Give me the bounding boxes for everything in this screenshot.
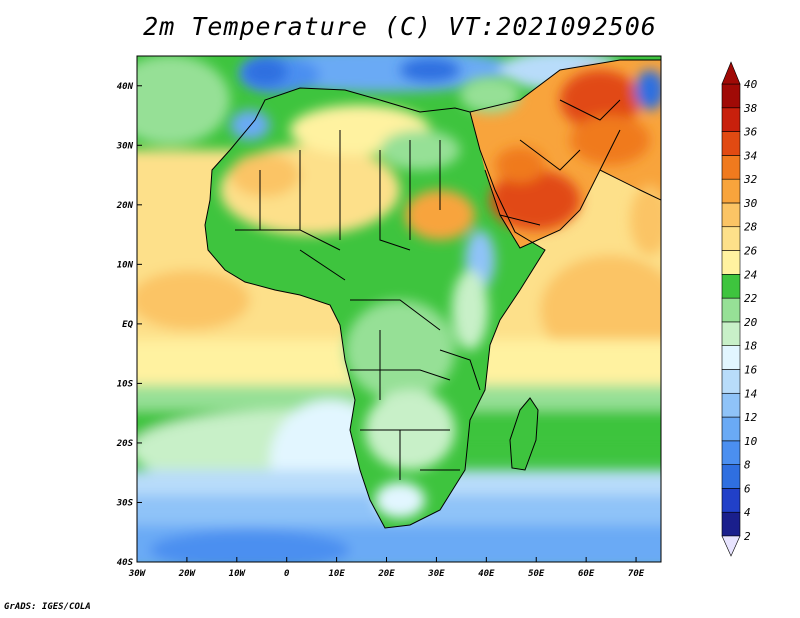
axis-ticks: 30W 20W 10W 0 10E 20E 30E 40E 50E 60E 70E 40N 30N 20N… <box>116 82 645 579</box>
colorbar-label: 4 <box>744 506 751 519</box>
colorbar-label: 10 <box>744 435 758 448</box>
colorbar-label: 8 <box>744 459 751 472</box>
colorbar-box <box>721 202 741 228</box>
colorbar-label: 22 <box>744 292 758 305</box>
lat-tick-label: 20N <box>116 201 134 211</box>
lon-tick-label: 20W <box>178 569 197 579</box>
colorbar-label: 40 <box>744 78 758 91</box>
colorbar-box <box>721 250 741 275</box>
colorbar-box <box>721 131 741 156</box>
lon-tick-label: 70E <box>628 569 645 579</box>
colorbar-box <box>721 440 741 465</box>
colorbar-label: 20 <box>744 316 758 329</box>
lon-tick-label: 0 <box>284 569 290 579</box>
colorbar-label: 32 <box>743 173 758 186</box>
lat-tick-label: 30N <box>116 141 134 151</box>
colorbar-label: 36 <box>743 126 758 139</box>
colorbar-over-triangle <box>721 61 741 85</box>
lat-tick-label: 10S <box>117 379 134 389</box>
lon-tick-label: 30W <box>128 569 147 579</box>
country-borders <box>204 59 661 529</box>
madagascar-land <box>510 398 538 470</box>
colorbar-label: 18 <box>744 340 758 353</box>
colorbar-label: 12 <box>744 411 758 424</box>
credit-text: GrADS: IGES/COLA <box>4 602 91 612</box>
lon-tick-label: 10E <box>328 569 345 579</box>
lat-tick-label: 40S <box>117 558 134 568</box>
colorbar-label: 14 <box>744 387 757 400</box>
colorbar-box <box>721 107 741 132</box>
map-frame <box>136 55 662 563</box>
temperature-field <box>137 56 661 562</box>
colorbar-box <box>721 416 741 442</box>
colorbar-label: 34 <box>743 149 757 162</box>
colorbar-box <box>721 488 741 513</box>
lon-tick-label: 40E <box>478 569 495 579</box>
lat-tick-label: 10N <box>117 260 134 270</box>
colorbar-label: 6 <box>744 482 751 495</box>
lat-tick-label: 30S <box>116 498 134 508</box>
colorbar-box <box>721 464 741 489</box>
colorbar-box <box>721 297 741 323</box>
colorbar-box <box>721 345 741 370</box>
colorbar-box <box>721 392 741 418</box>
lat-tick-label: 20S <box>116 439 134 449</box>
colorbar-box <box>721 369 741 394</box>
colorbar-under-triangle <box>721 535 741 557</box>
colorbar-box <box>721 178 741 204</box>
colorbar-box <box>721 274 741 299</box>
colorbar-box <box>721 511 741 537</box>
colorbar-label: 26 <box>744 245 758 258</box>
colorbar-label: 24 <box>744 268 757 281</box>
colorbar-box <box>721 321 741 346</box>
colorbar-box <box>721 226 741 251</box>
colorbar-label: 2 <box>744 530 751 543</box>
lon-tick-label: 60E <box>578 569 595 579</box>
map-title: 2m Temperature (C) VT:2021092506 <box>143 12 657 41</box>
lon-tick-label: 30E <box>427 569 445 579</box>
colorbar-label: 28 <box>744 221 758 234</box>
lat-tick-label: EQ <box>122 320 133 330</box>
lon-tick-label: 50E <box>528 569 545 579</box>
colorbar-label: 16 <box>744 363 758 376</box>
colorbar-box <box>721 155 741 180</box>
lon-tick-label: 20E <box>377 569 395 579</box>
colorbar-box <box>721 83 741 109</box>
lat-tick-label: 40N <box>117 82 134 92</box>
lon-tick-label: 10W <box>229 569 247 579</box>
colorbar-label: 30 <box>743 197 758 210</box>
colorbar-label: 38 <box>743 102 758 115</box>
